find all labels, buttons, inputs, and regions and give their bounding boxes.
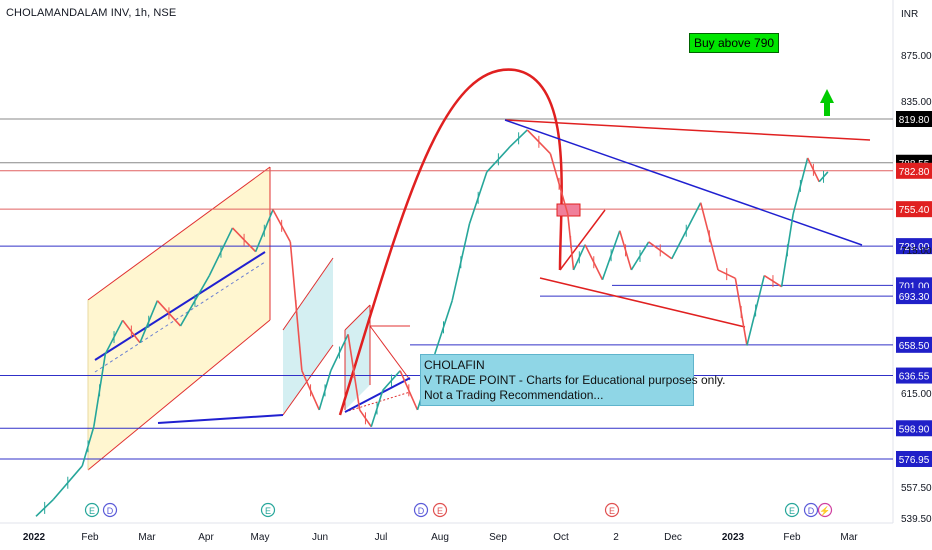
y-tick-label-2: 715.00 (901, 246, 932, 257)
channel-lower-line-1 (87, 319, 271, 471)
price-level-label-5: 701.00 (899, 281, 930, 292)
channel-upper-line-1 (87, 166, 271, 301)
event-marker-label-2: E (265, 506, 271, 516)
price-level-tag-8 (896, 367, 932, 384)
x-tick-label-5: Jun (312, 532, 328, 543)
note-line-1: CHOLAFIN (424, 358, 485, 372)
resistance-line (504, 119, 871, 141)
price-level-label-4: 729.00 (899, 242, 930, 253)
red-box (556, 203, 581, 217)
price-level-tag-10 (896, 450, 932, 467)
event-marker-label-6: E (789, 506, 795, 516)
note-line-3: Not a Trading Recommendation... (424, 388, 604, 402)
dotted-trend-line (344, 391, 411, 413)
event-marker-label-4: E (437, 506, 443, 516)
x-tick-label-11: Dec (664, 532, 682, 543)
channel-upper-line-2 (282, 257, 334, 331)
event-marker-label-0: E (89, 506, 95, 516)
channel-mid-line-1 (94, 251, 266, 361)
x-tick-label-7: Aug (431, 532, 449, 543)
downtrend-line (504, 119, 863, 246)
v-right-leg (559, 209, 606, 271)
price-level-tag-9 (896, 420, 932, 437)
event-marker-6 (784, 502, 800, 518)
channel-diag-line-4 (369, 325, 411, 381)
price-level-label-7: 658.50 (899, 341, 930, 352)
price-level-label-2: 782.80 (899, 167, 930, 178)
y-tick-label-4: 557.50 (901, 483, 932, 494)
event-marker-label-5: E (609, 506, 615, 516)
support-line-1 (157, 414, 284, 424)
event-marker-5 (604, 502, 620, 518)
x-tick-label-1: Feb (81, 532, 99, 543)
red-arc (338, 68, 563, 416)
price-level-tag-6 (896, 288, 932, 305)
price-level-tag-4 (896, 238, 932, 255)
buy-arrow (820, 89, 834, 116)
price-level-label-3: 755.40 (899, 205, 930, 216)
price-level-label-8: 636.55 (899, 372, 930, 383)
event-marker-1 (102, 502, 118, 518)
y-tick-label-0: 875.00 (901, 51, 932, 62)
x-tick-label-2: Mar (138, 532, 156, 543)
event-marker-label-7: D (808, 506, 815, 516)
price-level-tag-2 (896, 162, 932, 179)
x-tick-label-0: 2022 (23, 532, 46, 543)
event-marker-label-3: D (418, 506, 425, 516)
note-line-2: V TRADE POINT - Charts for Educational p… (424, 373, 726, 387)
x-tick-label-12: 2023 (722, 532, 745, 543)
event-marker-0 (84, 502, 100, 518)
channel-fill-1 (88, 167, 270, 470)
x-tick-label-13: Feb (783, 532, 801, 543)
price-level-tag-7 (896, 336, 932, 353)
x-tick-label-9: Oct (553, 532, 569, 543)
event-marker-label-8: ⚡ (819, 505, 830, 517)
buy-above-label: Buy above 790 (689, 33, 780, 53)
event-marker-3 (413, 502, 429, 518)
channel-upper-line-3 (344, 304, 371, 331)
v-lower-line (539, 277, 746, 328)
price-level-label-6: 693.30 (899, 292, 930, 303)
x-tick-label-4: May (251, 532, 270, 543)
channel-mid-dash-1 (94, 261, 266, 373)
event-marker-4 (432, 502, 448, 518)
event-marker-7 (803, 502, 819, 518)
note-box: CHOLAFIN V TRADE POINT - Charts for Educ… (420, 354, 726, 406)
price-level-label-0: 819.80 (899, 115, 930, 126)
price-level-label-9: 598.90 (899, 424, 930, 435)
event-marker-8 (817, 502, 833, 518)
currency-label: INR (901, 9, 918, 20)
x-tick-label-6: Jul (375, 532, 388, 543)
x-tick-label-14: Mar (840, 532, 858, 543)
x-tick-label-10: 2 (613, 532, 619, 543)
channel-lower-line-2 (282, 344, 334, 416)
x-tick-label-8: Sep (489, 532, 507, 543)
y-tick-label-1: 835.00 (901, 97, 932, 108)
y-tick-label-5: 539.50 (901, 514, 932, 525)
x-tick-label-3: Apr (198, 532, 214, 543)
event-marker-2 (260, 502, 276, 518)
price-level-label-10: 576.95 (899, 455, 930, 466)
price-level-tag-0 (896, 111, 932, 127)
event-marker-label-1: D (107, 506, 114, 516)
symbol-title: CHOLAMANDALAM INV, 1h, NSE (6, 7, 177, 19)
y-tick-label-3: 615.00 (901, 389, 932, 400)
price-level-tag-3 (896, 201, 932, 218)
support-line-2 (344, 377, 411, 413)
